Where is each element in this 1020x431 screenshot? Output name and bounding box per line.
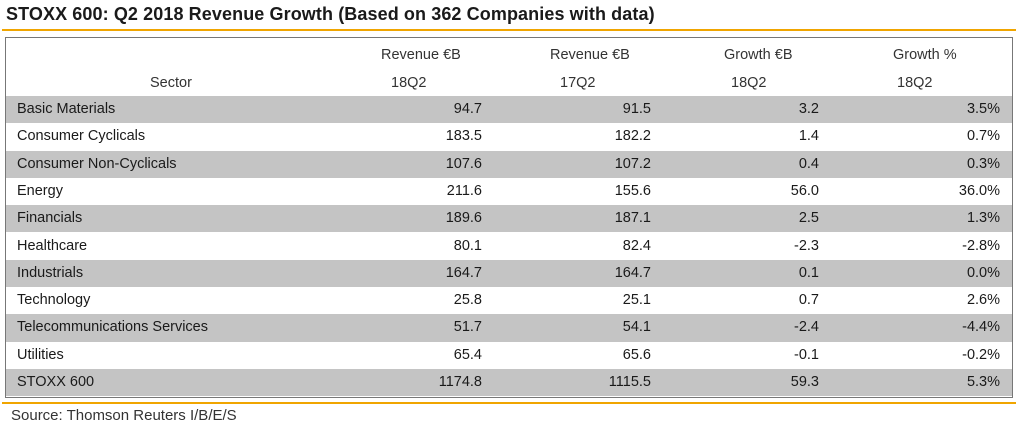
cell-growth-pct: 0.7% bbox=[966, 128, 1000, 145]
cell-growth-eur: 59.3 bbox=[790, 374, 819, 390]
cell-rev17: 91.5 bbox=[622, 101, 651, 117]
header-rev17-line1: Revenue €B bbox=[550, 47, 630, 63]
header-growth-eur-line1: Growth €B bbox=[724, 47, 793, 63]
cell-growth-eur: 0.7 bbox=[798, 292, 819, 309]
cell-sector: Energy bbox=[17, 182, 63, 199]
table-row: Consumer Non-Cyclicals 107.6 107.2 0.4 0.3% bbox=[6, 150, 1012, 178]
header-growth-pct-line2: 18Q2 bbox=[897, 75, 933, 91]
cell-rev17: 155.6 bbox=[614, 182, 651, 199]
cell-growth-pct: 0.0% bbox=[966, 264, 1000, 281]
cell-sector: Healthcare bbox=[17, 237, 88, 254]
table-row: Industrials 164.7 164.7 0.1 0.0% bbox=[6, 259, 1012, 288]
cell-rev18: 94.7 bbox=[453, 101, 482, 117]
cell-growth-pct: 36.0% bbox=[958, 182, 1000, 199]
cell-sector: Industrials bbox=[17, 264, 84, 281]
cell-growth-pct: 0.3% bbox=[966, 155, 1000, 172]
cell-growth-pct: -4.4% bbox=[962, 319, 1000, 336]
cell-rev18: 80.1 bbox=[453, 237, 482, 254]
table-row: Financials 189.6 187.1 2.5 1.3% bbox=[6, 205, 1012, 233]
cell-rev17: 25.1 bbox=[622, 292, 651, 309]
cell-growth-pct: 5.3% bbox=[966, 374, 1000, 390]
table-frame bbox=[5, 37, 1013, 398]
cell-sector: Consumer Non-Cyclicals bbox=[17, 155, 177, 172]
chart-title: STOXX 600: Q2 2018 Revenue Growth (Based… bbox=[6, 4, 655, 24]
cell-rev18: 65.4 bbox=[453, 346, 482, 363]
cell-rev17: 187.1 bbox=[614, 210, 651, 227]
cell-rev18: 211.6 bbox=[446, 182, 482, 199]
cell-growth-eur: 2.5 bbox=[798, 210, 819, 227]
cell-rev18: 107.6 bbox=[445, 155, 482, 172]
cell-rev18: 51.7 bbox=[453, 319, 482, 336]
table-row: Healthcare 80.1 82.4 -2.3 -2.8% bbox=[6, 233, 1012, 260]
cell-sector: STOXX 600 bbox=[17, 374, 95, 390]
table-row: Consumer Cyclicals 183.5 182.2 1.4 0.7% bbox=[6, 123, 1012, 150]
cell-growth-eur: -2.3 bbox=[794, 237, 819, 254]
cell-growth-pct: -2.8% bbox=[962, 237, 1000, 254]
header-growth-eur-line2: 18Q2 bbox=[731, 75, 767, 91]
top-accent-rule bbox=[2, 29, 1016, 31]
header-growth-pct-line1: Growth % bbox=[893, 47, 957, 63]
table-row: Energy 211.6 155.6 56.0 36.0% bbox=[6, 178, 1012, 205]
cell-growth-pct: -0.2% bbox=[962, 346, 1000, 363]
cell-sector: Consumer Cyclicals bbox=[17, 128, 146, 145]
cell-sector: Financials bbox=[17, 210, 83, 227]
cell-growth-eur: 1.4 bbox=[798, 128, 819, 145]
cell-rev17: 65.6 bbox=[622, 346, 651, 363]
cell-sector: Telecommunications Services bbox=[17, 319, 208, 336]
cell-rev17: 182.2 bbox=[614, 128, 651, 145]
header-rev18-line1: Revenue €B bbox=[381, 47, 461, 63]
cell-growth-eur: -2.4 bbox=[794, 319, 819, 336]
table-row: Utilities 65.4 65.6 -0.1 -0.2% bbox=[6, 342, 1012, 369]
header-sector: Sector bbox=[150, 75, 192, 91]
cell-rev18: 183.5 bbox=[445, 128, 482, 145]
cell-rev17: 82.4 bbox=[622, 237, 651, 254]
cell-growth-eur: 3.2 bbox=[798, 101, 819, 117]
cell-rev17: 54.1 bbox=[622, 319, 651, 336]
cell-growth-pct: 2.6% bbox=[966, 292, 1000, 309]
source-note: Source: Thomson Reuters I/B/E/S bbox=[11, 407, 237, 424]
table-row: Telecommunications Services 51.7 54.1 -2.4 -… bbox=[6, 314, 1012, 342]
table-row-total: STOXX 600 1174.8 1115.5 59.3 5.3% bbox=[6, 369, 1012, 397]
cell-sector: Utilities bbox=[17, 346, 64, 363]
bottom-accent-rule bbox=[2, 402, 1016, 404]
table-row: Technology 25.8 25.1 0.7 2.6% bbox=[6, 287, 1012, 314]
cell-growth-eur: -0.1 bbox=[794, 346, 819, 363]
cell-rev18: 189.6 bbox=[445, 210, 482, 227]
header-rev17-line2: 17Q2 bbox=[560, 75, 596, 91]
cell-growth-pct: 1.3% bbox=[966, 210, 1000, 227]
cell-rev18: 1174.8 bbox=[438, 374, 482, 390]
cell-rev18: 25.8 bbox=[453, 292, 482, 309]
cell-sector: Basic Materials bbox=[17, 101, 116, 117]
cell-growth-eur: 0.4 bbox=[798, 155, 819, 172]
cell-growth-eur: 0.1 bbox=[798, 264, 819, 281]
cell-growth-pct: 3.5% bbox=[966, 101, 1000, 117]
cell-rev17: 107.2 bbox=[614, 155, 651, 172]
cell-rev17: 1115.5 bbox=[608, 374, 651, 390]
cell-sector: Technology bbox=[17, 292, 91, 309]
header-rev18-line2: 18Q2 bbox=[391, 75, 427, 91]
table-row: Basic Materials 94.7 91.5 3.2 3.5% bbox=[6, 96, 1012, 124]
cell-rev18: 164.7 bbox=[445, 264, 482, 281]
cell-growth-eur: 56.0 bbox=[790, 182, 819, 199]
cell-rev17: 164.7 bbox=[614, 264, 651, 281]
